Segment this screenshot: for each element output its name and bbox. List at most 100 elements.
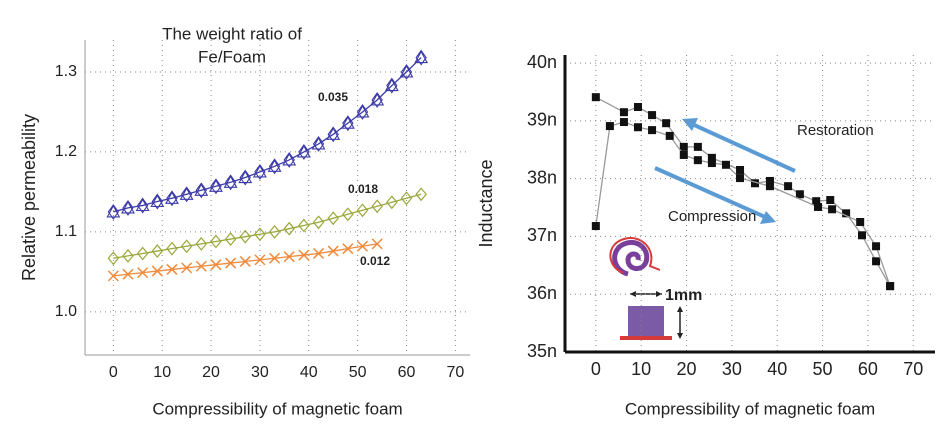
point bbox=[814, 202, 823, 211]
restoration-arrow bbox=[691, 122, 796, 173]
point bbox=[399, 64, 414, 80]
x-tick-label: 20 bbox=[677, 359, 697, 379]
x-axis-label: Compressibility of magnetic foam bbox=[152, 399, 402, 418]
point bbox=[662, 119, 671, 128]
point bbox=[605, 122, 614, 131]
point bbox=[151, 244, 164, 259]
inset-icon bbox=[609, 237, 683, 340]
point bbox=[665, 131, 674, 140]
y-tick-label: 35n bbox=[527, 341, 557, 361]
point bbox=[165, 190, 179, 207]
point bbox=[283, 251, 295, 263]
point bbox=[122, 268, 134, 280]
x-tick-label: 10 bbox=[631, 359, 651, 379]
point bbox=[857, 231, 866, 240]
point bbox=[223, 174, 238, 191]
y-tick-label: 1.1 bbox=[55, 223, 77, 240]
point bbox=[634, 103, 643, 112]
point bbox=[269, 252, 281, 264]
point bbox=[225, 257, 237, 269]
point bbox=[872, 257, 881, 266]
point bbox=[842, 209, 851, 218]
point bbox=[282, 151, 297, 168]
point bbox=[693, 156, 702, 165]
point bbox=[327, 245, 339, 257]
y-tick-label: 1.2 bbox=[55, 143, 77, 160]
x-tick-label: 0 bbox=[591, 359, 601, 379]
point bbox=[356, 203, 369, 218]
point bbox=[356, 240, 369, 252]
series-label: 0.012 bbox=[360, 254, 390, 268]
annotation: 1mm bbox=[665, 287, 702, 304]
point bbox=[166, 263, 178, 275]
point bbox=[826, 196, 835, 205]
point bbox=[342, 207, 354, 222]
point bbox=[298, 218, 310, 233]
point bbox=[224, 232, 237, 247]
point bbox=[239, 255, 251, 267]
point bbox=[371, 199, 383, 214]
series-label: 0.035 bbox=[318, 90, 348, 104]
point bbox=[400, 191, 413, 206]
y-tick-label: 1.3 bbox=[55, 63, 77, 80]
point bbox=[209, 178, 223, 195]
point bbox=[180, 239, 193, 254]
x-tick-label: 50 bbox=[349, 364, 367, 381]
y-tick-label: 1.0 bbox=[55, 303, 77, 320]
point bbox=[721, 160, 730, 169]
point bbox=[121, 199, 135, 216]
point bbox=[872, 242, 881, 251]
point bbox=[311, 135, 326, 152]
point bbox=[313, 247, 325, 259]
point bbox=[619, 108, 628, 117]
point bbox=[765, 176, 774, 185]
x-tick-label: 40 bbox=[300, 364, 318, 381]
point bbox=[151, 265, 163, 277]
point bbox=[326, 126, 341, 143]
point bbox=[886, 282, 895, 291]
annotation: Restoration bbox=[797, 122, 874, 139]
point bbox=[122, 248, 134, 263]
point bbox=[784, 182, 793, 191]
series-line bbox=[113, 243, 378, 277]
x-tick-label: 60 bbox=[398, 364, 416, 381]
series-label: 0.018 bbox=[348, 182, 378, 196]
point bbox=[619, 118, 628, 127]
point bbox=[707, 153, 716, 162]
point bbox=[355, 104, 370, 120]
point bbox=[179, 186, 194, 203]
point bbox=[795, 190, 804, 199]
y-axis-label: Inductance bbox=[476, 159, 496, 247]
point bbox=[252, 163, 267, 180]
point bbox=[268, 224, 281, 239]
point bbox=[648, 126, 657, 135]
point bbox=[371, 238, 383, 250]
chart-title: Fe/Foam bbox=[198, 47, 266, 66]
x-tick-label: 50 bbox=[813, 359, 833, 379]
point bbox=[386, 195, 398, 210]
series-line bbox=[113, 193, 422, 259]
point bbox=[194, 182, 209, 199]
point bbox=[254, 227, 266, 242]
point bbox=[238, 169, 253, 186]
x-tick-label: 30 bbox=[722, 359, 742, 379]
y-tick-label: 36n bbox=[527, 283, 557, 303]
point bbox=[828, 205, 837, 214]
chart-title: The weight ratio of bbox=[162, 24, 302, 43]
point bbox=[283, 221, 296, 236]
point bbox=[135, 197, 150, 214]
point bbox=[340, 115, 355, 132]
point bbox=[181, 262, 193, 274]
series-line bbox=[113, 57, 422, 213]
y-axis-label: Relative permeability bbox=[19, 114, 39, 281]
x-axis-label: Compressibility of magnetic foam bbox=[625, 399, 875, 418]
x-tick-label: 40 bbox=[767, 359, 787, 379]
point bbox=[106, 203, 121, 220]
y-tick-label: 37n bbox=[527, 225, 557, 245]
point bbox=[298, 249, 310, 261]
point bbox=[679, 150, 688, 159]
point bbox=[210, 259, 222, 271]
point bbox=[195, 236, 208, 251]
point bbox=[136, 246, 149, 261]
